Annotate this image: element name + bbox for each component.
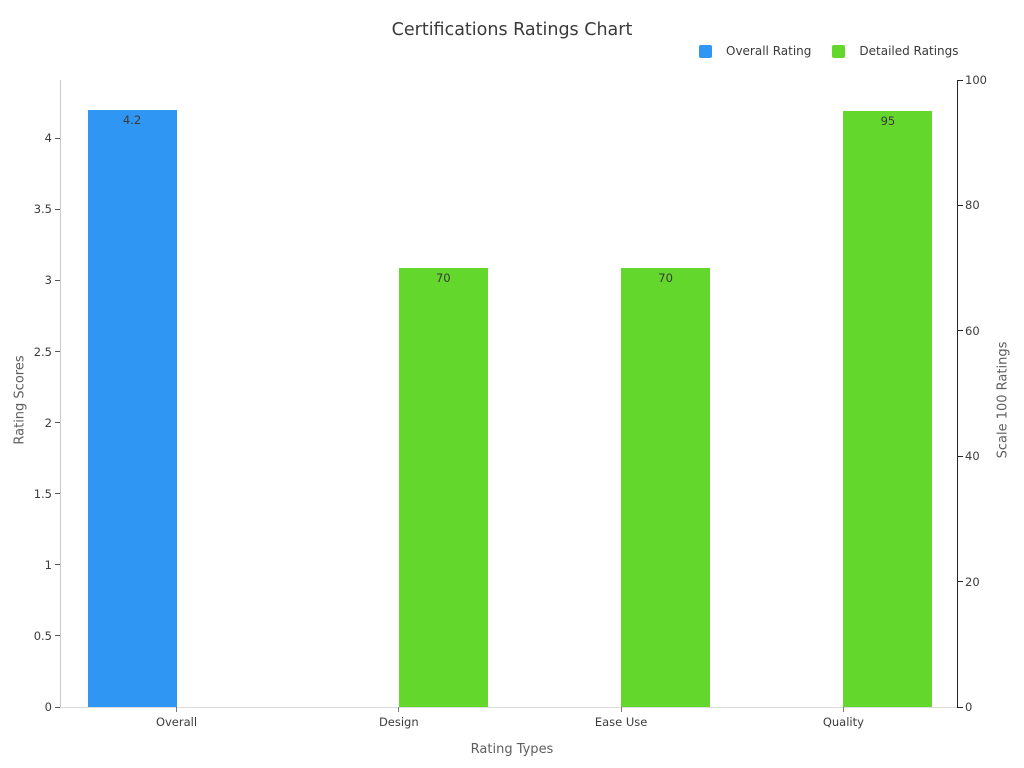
axis-title-x: Rating Types — [470, 742, 554, 757]
y-axis-left-tick — [55, 706, 60, 708]
y-axis-left-tick-label: 2.5 — [33, 344, 52, 359]
legend-item-detailed-ratings: Detailed Ratings — [832, 44, 959, 58]
y-axis-right-spine — [957, 80, 958, 707]
y-axis-left-spine — [60, 80, 61, 707]
y-axis-right-tick — [957, 581, 963, 583]
y-axis-left-tick-label: 0 — [44, 700, 52, 714]
y-axis-right-tick-label: 80 — [965, 198, 980, 213]
y-axis-left-tick — [55, 635, 60, 637]
y-axis-right-tick — [957, 455, 963, 457]
y-axis-right-tick — [957, 706, 963, 708]
bar-value-label-ease-use: 70 — [658, 271, 673, 286]
y-axis-right-tick — [957, 79, 963, 81]
y-axis-left-tick — [55, 279, 60, 281]
bar-design — [398, 268, 488, 707]
y-axis-left-tick-label: 1.5 — [33, 486, 52, 501]
bar-value-label-quality: 95 — [880, 114, 896, 129]
x-axis-tick-quality — [842, 707, 844, 712]
legend-swatch-detailed-ratings — [832, 44, 846, 58]
legend-label-detailed-ratings: Detailed Ratings — [859, 44, 959, 58]
x-axis-line — [60, 707, 958, 708]
y-axis-left-tick-label: 3.5 — [33, 202, 52, 217]
x-axis-label-design: Design — [378, 715, 419, 729]
bar-value-label-overall: 4.2 — [122, 112, 142, 127]
y-axis-left-tick-label: 2 — [44, 415, 52, 430]
y-axis-left-tick — [55, 208, 60, 210]
legend-item-overall-rating: Overall Rating — [699, 44, 811, 58]
y-axis-right-tick-label: 60 — [965, 323, 980, 338]
y-axis-left-tick — [55, 564, 60, 566]
y-axis-left-tick-label: 1 — [44, 557, 52, 572]
y-axis-right-tick-label: 100 — [965, 73, 987, 87]
legend-swatch-overall-rating — [699, 44, 712, 58]
x-axis-label-ease-use: Ease Use — [594, 715, 648, 729]
y-axis-right-tick — [957, 204, 963, 206]
bar-quality — [843, 111, 933, 707]
chart-title: Certifications Ratings Chart — [391, 20, 633, 40]
x-axis-tick-ease-use — [620, 707, 622, 712]
y-axis-left-tick — [55, 137, 60, 139]
x-axis-label-quality: Quality — [822, 715, 864, 729]
y-axis-right-tick-label: 20 — [965, 574, 980, 589]
bar-overall — [87, 109, 177, 707]
legend-label-overall-rating: Overall Rating — [726, 44, 812, 58]
x-axis-tick-design — [398, 707, 400, 712]
y-axis-left-tick-label: 3 — [44, 273, 52, 288]
x-axis-tick-overall — [176, 707, 177, 712]
y-axis-right-tick-label: 0 — [965, 700, 973, 714]
y-axis-right-tick — [957, 330, 963, 332]
y-axis-left-tick — [55, 351, 60, 353]
x-axis-label-overall: Overall — [155, 715, 198, 729]
bar-ease-use — [621, 268, 711, 707]
y-axis-left-tick-label: 4 — [44, 131, 52, 146]
y-axis-left-tick — [55, 493, 60, 495]
y-axis-right-tick-label: 40 — [965, 449, 980, 464]
y-axis-left-tick-label: 0.5 — [33, 628, 52, 643]
legend: Overall Rating Detailed Ratings — [699, 44, 959, 58]
bar-value-label-design: 70 — [435, 271, 451, 286]
y-axis-left-tick — [55, 422, 60, 424]
